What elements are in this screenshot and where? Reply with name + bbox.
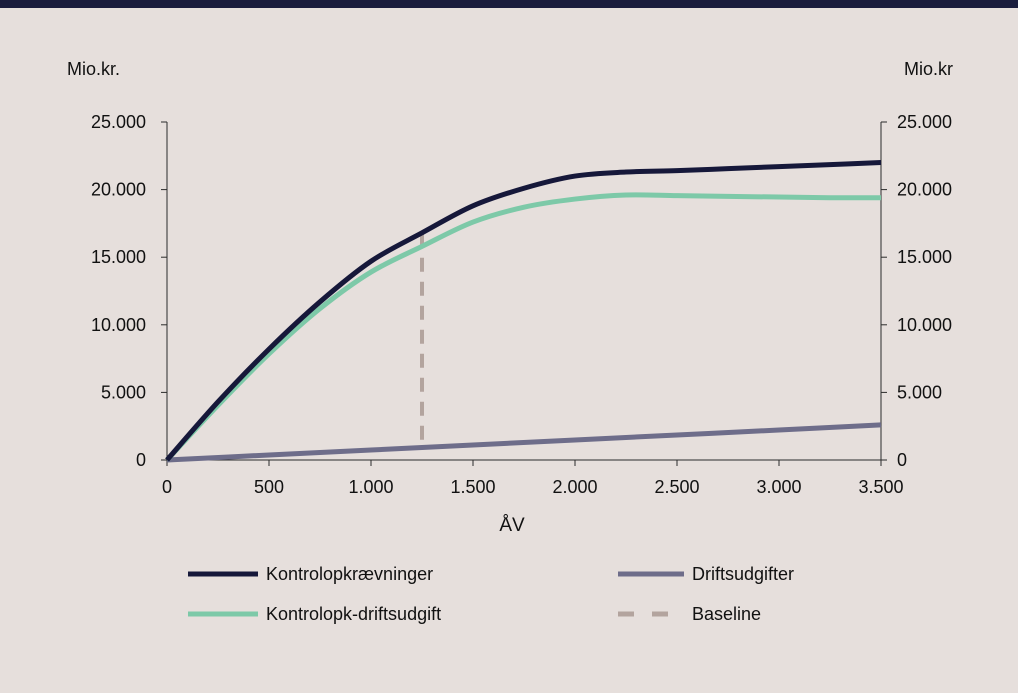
legend-label-kontrolopkraevninger: Kontrolopkrævninger [266, 564, 433, 584]
series-line-driftsudgifter [166, 422, 882, 463]
series-line-kontrolopkraevninger [165, 160, 882, 462]
legend-label-driftsudgifter: Driftsudgifter [692, 564, 794, 584]
y-tick-label-left: 10.000 [91, 315, 146, 335]
x-tick-label: 1.000 [348, 477, 393, 497]
top-bar [0, 0, 1018, 8]
y-tick-label-right: 20.000 [897, 180, 952, 200]
x-tick-label: 2.500 [654, 477, 699, 497]
y-tick-label-right: 15.000 [897, 247, 952, 267]
y-tick-label-left: 15.000 [91, 247, 146, 267]
y-tick-label-right: 0 [897, 450, 907, 470]
series-layer [165, 160, 882, 463]
x-axis-title: ÅV [499, 515, 525, 536]
x-tick-label: 500 [254, 477, 284, 497]
legend-label-baseline: Baseline [692, 604, 761, 624]
legend: Kontrolopkrævninger Driftsudgifter Kontrol… [188, 564, 794, 624]
y-axis-unit-left: Mio.kr. [67, 59, 120, 79]
y-tick-label-left: 20.000 [91, 180, 146, 200]
x-tick-label: 3.500 [858, 477, 903, 497]
y-tick-label-right: 10.000 [897, 315, 952, 335]
y-tick-label-left: 0 [136, 450, 146, 470]
y-axis-unit-right: Mio.kr [904, 59, 953, 79]
y-tick-label-left: 5.000 [101, 382, 146, 402]
series-line-kontrolopk-driftsudgift [165, 192, 882, 462]
x-tick-label: 2.000 [552, 477, 597, 497]
y-tick-label-right: 5.000 [897, 382, 942, 402]
x-tick-label: 0 [162, 477, 172, 497]
x-tick-label: 3.000 [756, 477, 801, 497]
y-tick-label-left: 25.000 [91, 112, 146, 132]
y-tick-label-right: 25.000 [897, 112, 952, 132]
legend-label-kontrolopk-driftsudgift: Kontrolopk-driftsudgift [266, 604, 441, 624]
x-tick-label: 1.500 [450, 477, 495, 497]
